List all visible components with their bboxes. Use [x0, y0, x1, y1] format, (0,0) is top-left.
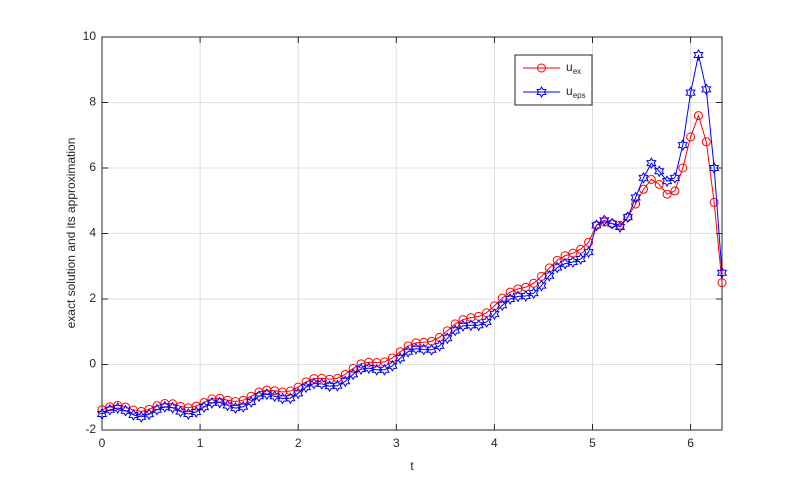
marker	[293, 387, 304, 400]
marker	[293, 382, 303, 392]
marker	[387, 353, 397, 363]
marker	[442, 326, 452, 336]
marker	[112, 402, 123, 415]
marker	[410, 342, 422, 355]
marker	[638, 171, 649, 184]
marker	[363, 362, 375, 375]
marker	[646, 157, 657, 170]
marker	[614, 220, 626, 233]
marker	[670, 186, 680, 196]
marker	[144, 404, 154, 414]
marker	[583, 246, 594, 259]
marker	[387, 359, 398, 372]
marker	[348, 363, 358, 373]
marker	[560, 251, 570, 261]
marker	[669, 171, 681, 184]
marker	[575, 253, 586, 266]
marker	[245, 395, 257, 408]
legend-label: uex	[566, 60, 581, 76]
marker	[505, 287, 515, 297]
marker	[639, 184, 649, 194]
marker	[395, 347, 405, 357]
marker	[693, 111, 703, 121]
marker	[591, 220, 601, 230]
legend-marker	[536, 86, 547, 98]
y-tick-label: 10	[83, 29, 97, 43]
marker	[395, 352, 406, 365]
marker	[631, 199, 641, 209]
x-tick-label: 4	[491, 436, 498, 450]
series	[96, 49, 728, 423]
marker	[175, 405, 186, 418]
marker	[120, 404, 131, 417]
marker	[159, 400, 170, 413]
y-tick-label: 6	[89, 160, 96, 174]
marker	[246, 391, 256, 401]
x-tick-label: 5	[589, 436, 596, 450]
marker	[199, 397, 209, 407]
marker	[654, 165, 665, 178]
marker	[167, 401, 178, 414]
marker	[544, 269, 555, 282]
y-tick-label: 4	[89, 226, 96, 240]
marker	[222, 399, 233, 412]
marker	[630, 191, 641, 204]
marker	[599, 214, 610, 227]
marker	[261, 388, 273, 401]
marker	[708, 162, 720, 174]
marker	[622, 211, 634, 224]
marker	[214, 396, 225, 409]
x-tick-label: 2	[295, 436, 302, 450]
legend-marker	[537, 63, 546, 73]
marker	[536, 279, 547, 292]
marker	[442, 332, 453, 345]
marker	[606, 217, 618, 230]
x-tick-label: 1	[197, 436, 204, 450]
y-axis-label: exact solution and its approximation	[64, 138, 78, 329]
marker	[701, 137, 711, 147]
marker	[693, 49, 704, 62]
y-tick-label: -2	[85, 422, 96, 436]
marker	[340, 369, 350, 379]
marker	[380, 357, 390, 367]
marker	[489, 308, 500, 321]
marker	[709, 197, 719, 207]
x-tick-label: 3	[393, 436, 400, 450]
marker	[434, 339, 445, 352]
marker	[677, 139, 688, 152]
marker	[128, 408, 139, 421]
y-tick-label: 8	[89, 95, 96, 109]
legend-box	[514, 54, 593, 106]
marker	[685, 86, 696, 99]
legend-label: ueps	[566, 84, 586, 100]
marker	[678, 163, 688, 173]
marker	[716, 266, 728, 279]
x-tick-label: 6	[687, 436, 694, 450]
marker	[497, 299, 508, 312]
y-tick-label: 0	[89, 357, 96, 371]
marker	[701, 83, 712, 96]
marker	[269, 390, 280, 403]
marker	[316, 377, 327, 390]
marker	[544, 263, 554, 273]
marker	[654, 179, 664, 189]
x-tick-label: 0	[99, 436, 106, 450]
marker	[340, 375, 351, 388]
legend: uex ueps	[514, 54, 593, 106]
marker	[481, 315, 492, 328]
x-axis-label: t	[410, 459, 414, 473]
marker	[528, 287, 539, 300]
marker	[552, 255, 562, 265]
marker	[662, 189, 672, 199]
marker	[686, 132, 696, 142]
y-tick-label: 2	[89, 291, 96, 305]
